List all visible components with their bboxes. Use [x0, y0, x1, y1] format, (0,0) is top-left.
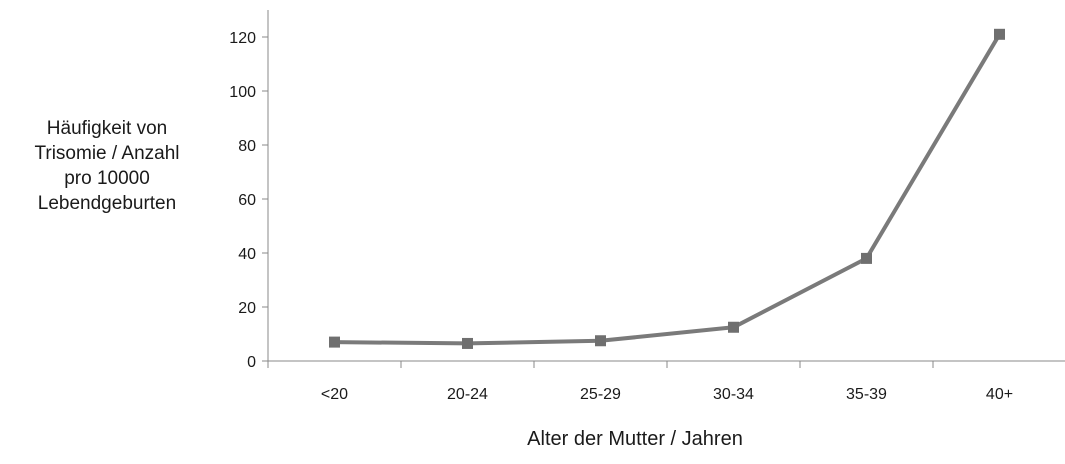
y-tick-label: 100 [229, 84, 256, 101]
y-tick-label: 80 [238, 138, 256, 155]
x-tick-label: 25-29 [580, 386, 621, 403]
x-tick-label: 20-24 [447, 386, 488, 403]
data-point-marker [861, 252, 872, 264]
y-tick-label: 40 [238, 246, 256, 263]
y-axis-label-line-3: pro 10000 [64, 168, 150, 189]
y-tick-label: 120 [229, 30, 256, 47]
data-point-marker [728, 321, 739, 333]
chart-series [329, 28, 1005, 349]
chart-ticks: 0 20 40 60 80 100 120 <20 20-24 25-29 30-34 35-39 40… [229, 30, 1013, 403]
series-line [334, 33, 1002, 346]
data-point-marker [329, 336, 340, 348]
y-tick-label: 60 [238, 192, 256, 209]
x-tick-label: <20 [321, 386, 348, 403]
x-tick-label: 40+ [986, 386, 1013, 403]
y-axis-label-line-2: Trisomie / Anzahl [34, 143, 180, 164]
y-tick-label: 20 [238, 300, 256, 317]
chart-axes [267, 10, 1065, 362]
x-tick-label: 30-34 [713, 386, 754, 403]
x-tick-label: 35-39 [846, 386, 887, 403]
data-point-marker [462, 337, 473, 349]
y-axis-label-line-1: Häufigkeit von [46, 118, 168, 139]
x-axis-label: Alter der Mutter / Jahren [527, 428, 743, 450]
data-point-marker [595, 335, 606, 347]
data-point-marker [994, 28, 1005, 40]
y-tick-label: 0 [247, 354, 256, 371]
y-axis-label: Häufigkeit von Trisomie / Anzahl pro 100… [4, 116, 210, 216]
y-axis-label-line-4: Lebendgeburten [37, 193, 177, 214]
